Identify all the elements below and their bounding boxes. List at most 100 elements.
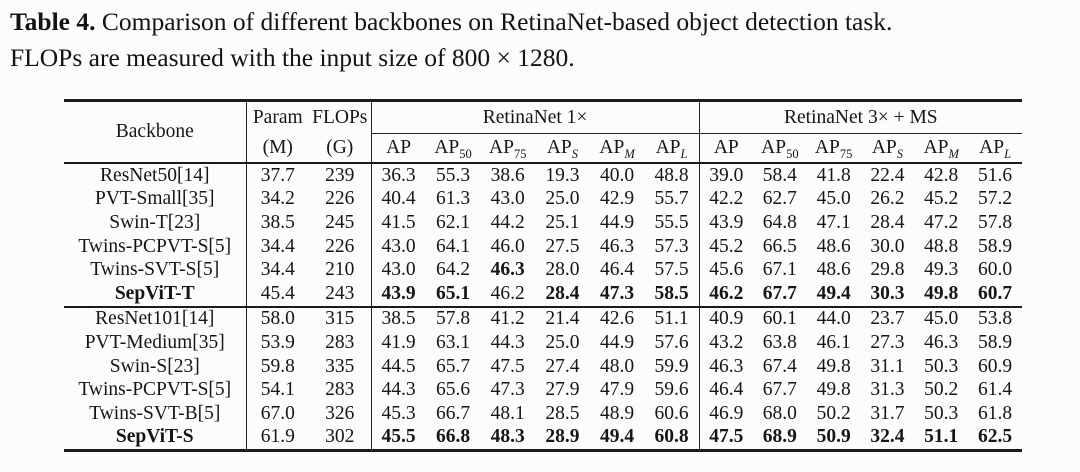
flops-cell: 226 [309, 187, 372, 212]
ap-1x-cell: 60.8 [644, 425, 700, 451]
ap-1x-cell: 48.8 [644, 163, 700, 188]
ap-1x-cell: 44.3 [490, 331, 525, 353]
ap-3x-cell: 53.8 [978, 308, 1013, 330]
ap-3x-cell: 50.9 [816, 426, 851, 448]
backbone-cell: ResNet101[14] [64, 306, 247, 332]
col-header-param: Param [252, 106, 303, 128]
ap-3x-cell: 45.0 [924, 308, 959, 330]
ap-1x-cell: 66.7 [435, 402, 471, 424]
table-group-tiny: ResNet50[14] 37.7 239 36.3 55.3 38.6 19.3 40.0 4… [64, 163, 1022, 307]
ap-3x-cell: 44.0 [816, 308, 851, 330]
caption-label: Table 4. [10, 7, 96, 36]
col-header-backbone: Backbone [64, 100, 247, 164]
ap-3x-cell: 22.4 [870, 164, 905, 186]
ap-1x-cell: 43.0 [381, 259, 416, 281]
param-cell: 54.1 [260, 379, 295, 401]
header-row-subcols: (M) (G) AP AP50 AP75 APS APM APL AP AP50 AP75 APS… [64, 133, 1022, 164]
flops-cell: 226 [309, 234, 372, 259]
ap-3x-cell: 63.8 [762, 331, 797, 353]
param-cell: 38.5 [260, 211, 295, 233]
ap-1x-cell: 57.5 [644, 258, 700, 282]
ap-1x-cell: 59.9 [644, 354, 700, 379]
ap-3x-cell: 46.4 [709, 379, 744, 401]
table-caption: Table 4. Comparison of different backbon… [10, 4, 892, 76]
ap-3x-cell: 42.2 [709, 188, 744, 210]
col-header-flops: FLOPs [309, 100, 372, 134]
ap-1x-cell: 43.0 [490, 188, 525, 210]
ap-3x-cell: 40.9 [709, 308, 744, 330]
ap-3x-cell: 51.1 [924, 426, 959, 448]
ap-3x-cell: 45.2 [924, 188, 959, 210]
backbone-cell: Twins-SVT-S[5] [64, 258, 247, 282]
table-group-small: ResNet101[14] 58.0 315 38.5 57.8 41.2 21.4 42.6… [64, 306, 1022, 451]
ap-3x-cell: 57.2 [978, 188, 1013, 210]
col-header-ap-S-retinanet-3x-ms: APS [860, 133, 915, 164]
ap-1x-cell: 65.6 [435, 379, 471, 401]
col-header-ap-M-retinanet-1x: APM [589, 133, 645, 164]
param-cell: 34.2 [260, 188, 295, 210]
ap-1x-cell: 21.4 [545, 308, 580, 330]
ap-1x-cell: 25.0 [545, 188, 580, 210]
ap-1x-cell: 45.5 [381, 426, 416, 448]
table-container: Backbone Param FLOPs RetinaNet 1× Retina… [64, 99, 1022, 453]
param-cell: 67.0 [260, 402, 295, 424]
ap-3x-cell: 50.2 [816, 402, 851, 424]
backbone-cell: SepViT-S [64, 425, 247, 451]
ap-3x-cell: 29.8 [870, 259, 905, 281]
ap-3x-cell: 49.4 [816, 282, 851, 304]
backbone-cell: Twins-PCPVT-S[5] [64, 234, 247, 259]
ap-3x-cell: 45.6 [709, 259, 744, 281]
ap-1x-cell: 25.0 [545, 331, 580, 353]
col-header-param-unit: (M) [246, 133, 309, 164]
ap-1x-cell: 25.1 [545, 211, 580, 233]
ap-1x-cell: 64.2 [435, 259, 471, 281]
ap-1x-cell: 47.5 [490, 355, 525, 377]
ap-1x-cell: 65.1 [435, 282, 471, 304]
ap-1x-cell: 51.1 [644, 306, 700, 332]
ap-1x-cell: 28.5 [545, 402, 580, 424]
ap-1x-cell: 41.9 [381, 331, 416, 353]
ap-1x-cell: 58.5 [644, 281, 700, 307]
ap-3x-cell: 23.7 [870, 308, 905, 330]
ap-1x-cell: 41.2 [490, 308, 525, 330]
ap-3x-cell: 60.1 [762, 308, 797, 330]
ap-1x-cell: 59.6 [644, 378, 700, 402]
ap-3x-cell: 50.3 [924, 402, 959, 424]
ap-3x-cell: 66.5 [762, 235, 797, 257]
col-header-ap-plain-retinanet-3x-ms: AP [699, 133, 753, 164]
ap-3x-cell: 60.7 [978, 282, 1013, 304]
ap-1x-cell: 66.8 [435, 426, 471, 448]
ap-3x-cell: 58.9 [978, 331, 1013, 353]
ap-3x-cell: 47.1 [816, 211, 851, 233]
table-row: Swin-T[23] 38.5 245 41.5 62.1 44.2 25.1 44.9 55.… [64, 211, 1022, 235]
backbone-cell: Swin-T[23] [64, 211, 247, 235]
ap-3x-cell: 47.2 [924, 211, 959, 233]
ap-1x-cell: 61.3 [435, 188, 471, 210]
ap-3x-cell: 57.8 [978, 211, 1013, 233]
ap-3x-cell: 45.2 [709, 235, 744, 257]
ap-1x-cell: 36.3 [381, 164, 416, 186]
ap-1x-cell: 47.3 [600, 282, 635, 304]
ap-1x-cell: 49.4 [600, 426, 635, 448]
ap-1x-cell: 19.3 [545, 164, 580, 186]
ap-3x-cell: 43.9 [709, 211, 744, 233]
ap-1x-cell: 65.7 [435, 355, 471, 377]
ap-1x-cell: 41.5 [381, 211, 416, 233]
flops-cell: 315 [309, 306, 372, 332]
table-row: Twins-PCPVT-S[5] 34.4 226 43.0 64.1 46.0 27.5 4… [64, 234, 1022, 259]
backbone-cell: SepViT-T [64, 281, 247, 307]
ap-1x-cell: 27.4 [545, 355, 580, 377]
flops-cell: 243 [309, 281, 372, 307]
ap-1x-cell: 47.3 [490, 379, 525, 401]
table-row: Twins-SVT-B[5] 67.0 326 45.3 66.7 48.1 28.5 48.… [64, 401, 1022, 426]
table-row: SepViT-T 45.4 243 43.9 65.1 46.2 28.4 47.3 58.5 4… [64, 281, 1022, 307]
group-header-retinanet-1x: RetinaNet 1× [371, 100, 700, 134]
ap-1x-cell: 57.3 [644, 234, 700, 259]
ap-3x-cell: 67.7 [762, 282, 797, 304]
flops-cell: 283 [309, 378, 372, 402]
ap-1x-cell: 44.5 [381, 355, 416, 377]
ap-3x-cell: 45.0 [816, 188, 851, 210]
ap-3x-cell: 49.8 [816, 379, 851, 401]
ap-1x-cell: 40.0 [600, 164, 635, 186]
results-table: Backbone Param FLOPs RetinaNet 1× Retina… [64, 99, 1022, 453]
